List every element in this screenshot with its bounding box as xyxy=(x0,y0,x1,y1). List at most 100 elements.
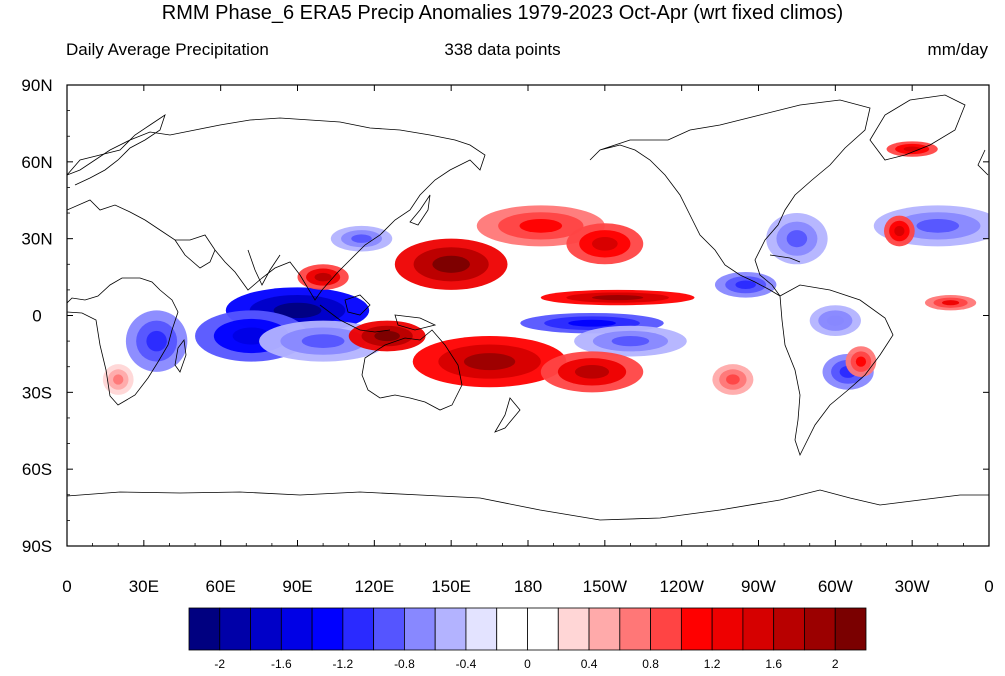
anomaly-blob xyxy=(568,319,616,327)
colorbar-swatch xyxy=(404,607,436,651)
anomaly-blob xyxy=(903,146,921,152)
anomaly-blob xyxy=(942,300,960,306)
lon-tick-label: 180 xyxy=(514,577,542,596)
chart-title: RMM Phase_6 ERA5 Precip Anomalies 1979-2… xyxy=(161,2,844,24)
colorbar: -2 -1.6 -1.2 -0.8 -0.4 0 0.4 0.8 1.2 1.6 2 xyxy=(188,607,867,671)
colorbar-label: 2 xyxy=(832,657,839,671)
lon-tick-label: 30W xyxy=(895,577,930,596)
coastline-europe xyxy=(67,114,166,186)
coastline-japan xyxy=(409,194,431,226)
anomaly-blob xyxy=(592,295,644,301)
lon-tick-label: 150W xyxy=(583,577,627,596)
colorbar-swatch xyxy=(311,607,344,651)
anomaly-blob xyxy=(374,330,400,342)
lon-tick-label: 150E xyxy=(431,577,471,596)
anomaly-blob xyxy=(273,302,322,319)
colorbar-swatch xyxy=(280,607,313,651)
anomaly-blob xyxy=(574,365,610,379)
anomaly-blob xyxy=(146,330,167,352)
colorbar-label: -0.4 xyxy=(456,657,477,671)
coastlines xyxy=(67,94,989,521)
lon-tick-label: 0 xyxy=(62,577,71,596)
colorbar-swatch xyxy=(496,607,528,651)
coastline-cuba xyxy=(769,254,801,263)
anomaly-blob xyxy=(826,315,844,326)
anomaly-blob xyxy=(786,230,808,248)
anomaly-blob xyxy=(314,272,332,282)
colorbar-label: 1.2 xyxy=(704,657,721,671)
colorbar-swatch xyxy=(219,607,251,651)
colorbar-label: 0.8 xyxy=(642,657,659,671)
coastline-eurasia xyxy=(67,117,486,301)
colorbar-label: -2 xyxy=(214,657,225,671)
colorbar-swatch xyxy=(711,607,744,651)
lat-tick-label: 60S xyxy=(22,460,52,479)
lon-tick-label: 30E xyxy=(129,577,159,596)
colorbar-label: -0.8 xyxy=(394,657,415,671)
lon-tick-label: 0 xyxy=(984,577,993,596)
anomaly-blob xyxy=(855,356,867,367)
coastline-newguinea xyxy=(394,314,437,331)
coastline-arabia xyxy=(174,239,216,269)
lat-tick-label: 90S xyxy=(22,537,52,556)
lon-tick-label: 60W xyxy=(818,577,853,596)
coastline-antarctica xyxy=(67,489,989,521)
coastline-australia xyxy=(361,329,463,411)
colorbar-swatch xyxy=(619,607,651,651)
axis-ticks xyxy=(66,84,990,547)
colorbar-swatch xyxy=(342,607,375,651)
colorbar-swatch xyxy=(804,607,836,651)
colorbar-swatch xyxy=(650,607,682,651)
anomaly-blob xyxy=(432,255,470,273)
colorbar-label: -1.6 xyxy=(271,657,292,671)
anomaly-blob xyxy=(916,219,960,233)
colorbar-label: 0 xyxy=(524,657,531,671)
anomaly-blob xyxy=(735,280,756,290)
lat-tick-label: 90N xyxy=(21,76,52,95)
colorbar-swatch xyxy=(434,607,467,651)
lon-tick-label: 60E xyxy=(206,577,236,596)
colorbar-swatch xyxy=(742,607,775,651)
subtitle-center: 338 data points xyxy=(444,40,561,59)
lat-tick-label: 30N xyxy=(21,230,52,249)
lon-tick-label: 120E xyxy=(354,577,394,596)
anomaly-blob xyxy=(351,234,372,243)
coastline-greenland xyxy=(869,94,966,161)
lat-tick-label: 0 xyxy=(32,307,41,326)
anomaly-blob xyxy=(894,225,905,237)
colorbar-swatch xyxy=(680,607,713,651)
anomaly-blob xyxy=(611,335,650,347)
colorbar-swatch xyxy=(527,607,559,651)
anomaly-blob xyxy=(113,374,124,385)
colorbar-label: 0.4 xyxy=(581,657,598,671)
anomaly-blob xyxy=(726,374,740,385)
axis-labels: 90N 60N 30N 0 30S 60S 90S 0 30E 60E 90E 120E 150E 180… xyxy=(21,76,993,596)
coastline-newzealand xyxy=(494,397,521,433)
coastline-india xyxy=(247,249,281,286)
lon-tick-label: 90W xyxy=(741,577,776,596)
anomaly-blob xyxy=(592,236,618,251)
anomaly-blob xyxy=(519,219,563,233)
coastline-africa xyxy=(67,277,179,406)
anomaly-blob xyxy=(463,353,516,371)
colorbar-swatch xyxy=(373,607,405,651)
coastline-indonesia xyxy=(319,304,391,333)
coastline-uk xyxy=(977,149,989,176)
coastline-northamerica xyxy=(589,99,871,297)
coastline-southamerica xyxy=(779,284,894,457)
colorbar-swatch xyxy=(773,607,805,651)
lon-tick-label: 120W xyxy=(659,577,703,596)
coastline-madagascar xyxy=(174,338,187,373)
colorbar-label: -1.2 xyxy=(333,657,354,671)
colorbar-swatch xyxy=(188,607,221,651)
lat-tick-label: 60N xyxy=(21,153,52,172)
anomaly-field xyxy=(102,141,989,395)
colorbar-swatch xyxy=(250,607,282,651)
lon-tick-label: 90E xyxy=(282,577,312,596)
colorbar-swatch xyxy=(834,607,867,651)
colorbar-label: 1.6 xyxy=(765,657,782,671)
coastline-borneo xyxy=(344,294,371,316)
colorbar-swatch xyxy=(465,607,498,651)
subtitle-left: Daily Average Precipitation xyxy=(66,40,269,59)
